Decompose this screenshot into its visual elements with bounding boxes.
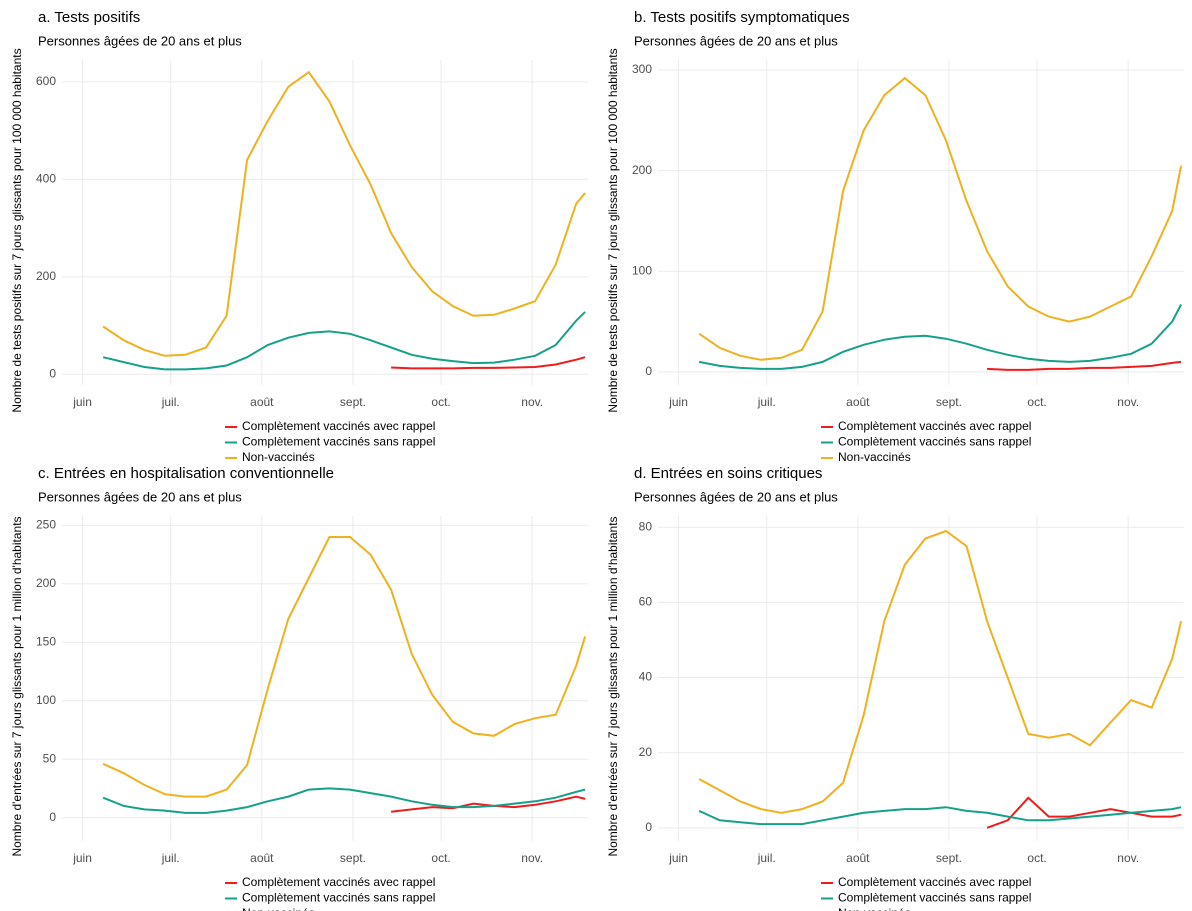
x-tick-label: nov. [521,851,543,865]
legend-label: Complètement vaccinés avec rappel [242,875,435,889]
y-tick-label: 100 [632,263,652,277]
series-line [390,795,586,813]
y-tick-label: 40 [639,670,653,684]
legend-label: Complètement vaccinés avec rappel [838,419,1031,433]
x-tick-label: juin [668,851,688,865]
x-tick-label: juil. [161,395,180,409]
x-tick-label: juin [668,395,688,409]
x-tick-label: août [846,851,870,865]
chart-title: c. Entrées en hospitalisation convention… [38,465,334,482]
y-tick-label: 0 [49,366,56,380]
x-tick-label: juil. [757,395,776,409]
x-tick-label: nov. [521,395,543,409]
chart-title: a. Tests positifs [38,9,140,26]
y-tick-label: 300 [632,62,652,76]
panel: d. Entrées en soins critiques Personnes â… [606,465,1184,911]
panel: c. Entrées en hospitalisation convention… [10,465,588,911]
x-tick-label: oct. [1027,851,1046,865]
x-tick-label: sept. [936,395,962,409]
legend-label: Non-vaccinés [838,450,911,464]
chart-title: d. Entrées en soins critiques [634,465,822,482]
series-line [987,360,1182,371]
series-line [102,311,586,371]
series-line [102,536,587,798]
chart-title: b. Tests positifs symptomatiques [634,9,850,26]
y-tick-label: 80 [639,519,653,533]
y-tick-label: 100 [36,693,56,707]
series-line [698,304,1182,370]
chart-subtitle: Personnes âgées de 20 ans et plus [634,489,838,504]
chart-subtitle: Personnes âgées de 20 ans et plus [634,33,838,48]
x-tick-label: nov. [1117,851,1139,865]
x-tick-label: juil. [161,851,180,865]
x-tick-label: nov. [1117,395,1139,409]
y-axis-label: Nombre d'entrées sur 7 jours glissants p… [10,516,24,856]
y-axis-label: Nombre de tests positifs sur 7 jours gli… [10,48,24,412]
chart-subtitle: Personnes âgées de 20 ans et plus [38,33,242,48]
y-tick-label: 60 [639,595,653,609]
y-tick-label: 50 [43,751,57,765]
legend-label: Non-vaccinés [838,906,911,911]
legend-label: Complètement vaccinés sans rappel [242,891,435,905]
y-tick-label: 0 [49,810,56,824]
series-line [698,76,1183,361]
y-tick-label: 20 [639,745,653,759]
y-tick-label: 200 [36,269,56,283]
legend-label: Complètement vaccinés avec rappel [242,419,435,433]
series-line [102,70,586,357]
x-tick-label: août [250,395,274,409]
legend-label: Non-vaccinés [242,906,315,911]
y-tick-label: 250 [36,518,56,532]
x-tick-label: oct. [1027,395,1046,409]
legend-label: Complètement vaccinés sans rappel [838,435,1031,449]
series-line [102,787,586,814]
panel: a. Tests positifs Personnes âgées de 20 a… [10,9,588,464]
x-tick-label: oct. [431,395,450,409]
legend-label: Complètement vaccinés sans rappel [242,435,435,449]
legend-label: Complètement vaccinés avec rappel [838,875,1031,889]
panel: b. Tests positifs symptomatiques Personne… [606,9,1184,464]
legend-label: Non-vaccinés [242,450,315,464]
series-line [698,806,1182,826]
legend-label: Complètement vaccinés sans rappel [838,891,1031,905]
series-line [391,356,586,370]
x-tick-label: oct. [431,851,450,865]
y-tick-label: 200 [36,576,56,590]
x-tick-label: août [846,395,870,409]
y-tick-label: 400 [36,172,56,186]
y-tick-label: 600 [36,74,56,88]
x-tick-label: sept. [340,395,366,409]
y-axis-label: Nombre de tests positifs sur 7 jours gli… [606,48,620,412]
series-line [986,796,1182,829]
y-tick-label: 150 [36,634,56,648]
chart-subtitle: Personnes âgées de 20 ans et plus [38,489,242,504]
x-tick-label: sept. [340,851,366,865]
x-tick-label: août [250,851,274,865]
x-tick-label: juin [72,851,92,865]
x-tick-label: juin [72,395,92,409]
y-tick-label: 0 [645,820,652,834]
y-tick-label: 200 [632,163,652,177]
y-tick-label: 0 [645,364,652,378]
x-tick-label: juil. [757,851,776,865]
series-line [698,529,1183,814]
y-axis-label: Nombre d'entrées sur 7 jours glissants p… [606,516,620,856]
x-tick-label: sept. [936,851,962,865]
